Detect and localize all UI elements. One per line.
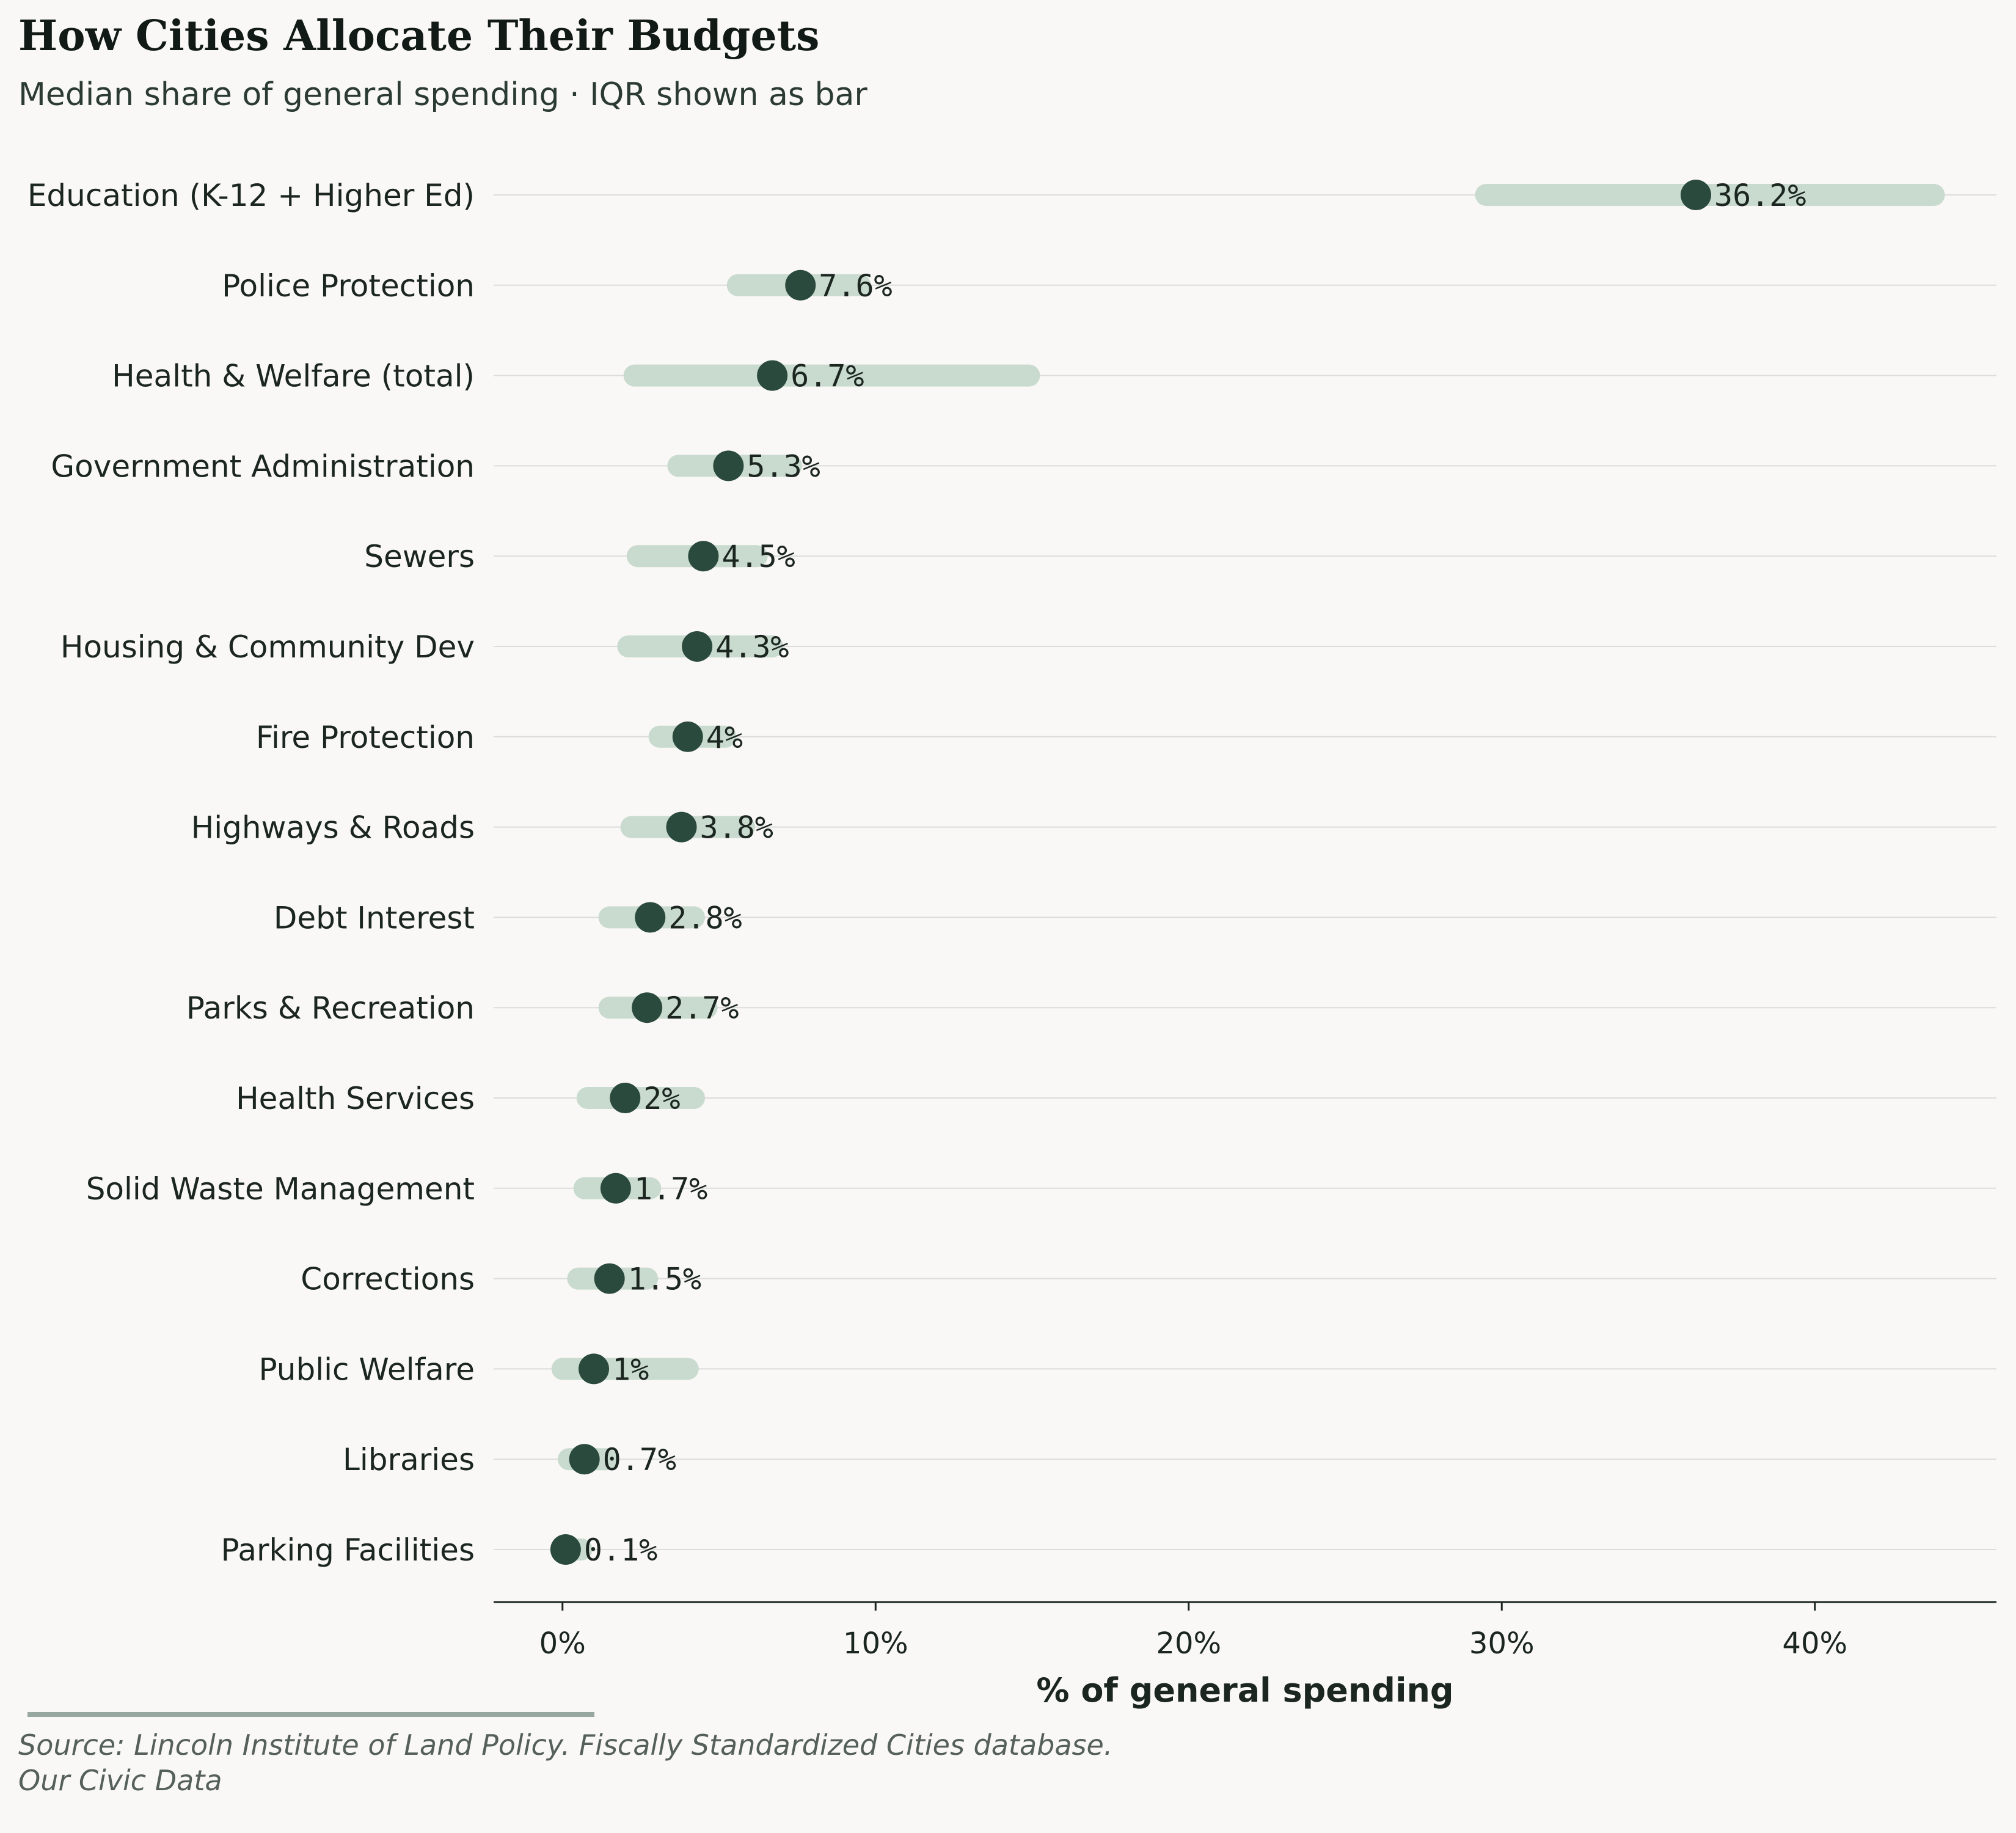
x-tick-label: 10% [843,1626,908,1661]
value-label: 4.5% [721,539,795,574]
x-tick-label: 40% [1782,1626,1847,1661]
value-labels: 36.2% 7.6% 6.7% 5.3% 4.5% 4.3% 4% 3.8% 2.8% 2.7% 2… [584,178,1806,1568]
median-dot [785,269,816,301]
category-label: Corrections [301,1262,475,1297]
category-label: Housing & Community Dev [60,629,475,665]
value-label: 36.2% [1714,178,1806,213]
category-label: Government Administration [51,448,475,484]
median-dot [635,902,666,933]
x-tick-label: 30% [1469,1626,1535,1661]
category-label: Solid Waste Management [86,1171,475,1207]
value-label: 2% [643,1081,680,1116]
median-dot [632,992,663,1023]
median-dot [688,541,719,572]
category-label: Parking Facilities [221,1532,475,1568]
category-label: Highways & Roads [191,810,475,846]
x-tick-label: 0% [539,1626,586,1661]
value-label: 1.7% [634,1171,707,1207]
median-dot [672,721,703,752]
category-label: Parks & Recreation [186,990,475,1026]
x-axis-title: % of general spending [1036,1671,1453,1710]
value-label: 0.7% [603,1442,676,1477]
category-label: Libraries [343,1442,475,1477]
value-label: 1% [612,1352,649,1387]
category-labels: Education (K-12 + Higher Ed) Police Prote… [27,178,475,1568]
median-dot [682,631,713,662]
category-label: Police Protection [222,268,475,304]
value-label: 6.7% [791,359,864,394]
source-organization: Our Civic Data [18,1764,222,1797]
x-tick-label: 20% [1156,1626,1221,1661]
median-dot [594,1263,625,1294]
value-label: 4% [706,720,743,755]
chart-subtitle: Median share of general spending · IQR s… [18,76,867,113]
value-label: 4.3% [715,629,789,665]
category-label: Sewers [364,539,475,574]
category-label: Health Services [236,1081,475,1116]
category-label: Debt Interest [274,900,475,935]
median-dot [666,811,697,843]
value-label: 2.8% [668,900,742,935]
median-dot [550,1534,581,1565]
chart-title: How Cities Allocate Their Budgets [18,12,819,60]
value-label: 2.7% [665,990,739,1026]
median-dot [579,1353,609,1385]
median-dot [610,1083,641,1113]
value-label: 1.5% [628,1262,701,1297]
x-axis-ticks: 0% 10% 20% 30% 40% [539,1602,1847,1661]
median-dots [550,180,1711,1565]
median-dot [757,360,788,391]
median-dot [569,1444,600,1475]
category-label: Education (K-12 + Higher Ed) [27,178,475,213]
category-label: Public Welfare [259,1352,475,1387]
value-label: 5.3% [747,448,820,484]
median-dot [600,1173,631,1204]
category-label: Health & Welfare (total) [112,359,475,394]
category-label: Fire Protection [256,720,475,755]
value-label: 3.8% [700,810,773,846]
source-text: Source: Lincoln Institute of Land Policy… [18,1729,1112,1762]
value-label: 7.6% [819,268,892,304]
value-label: 0.1% [584,1532,657,1568]
median-dot [713,450,744,481]
median-dot [1681,180,1711,210]
